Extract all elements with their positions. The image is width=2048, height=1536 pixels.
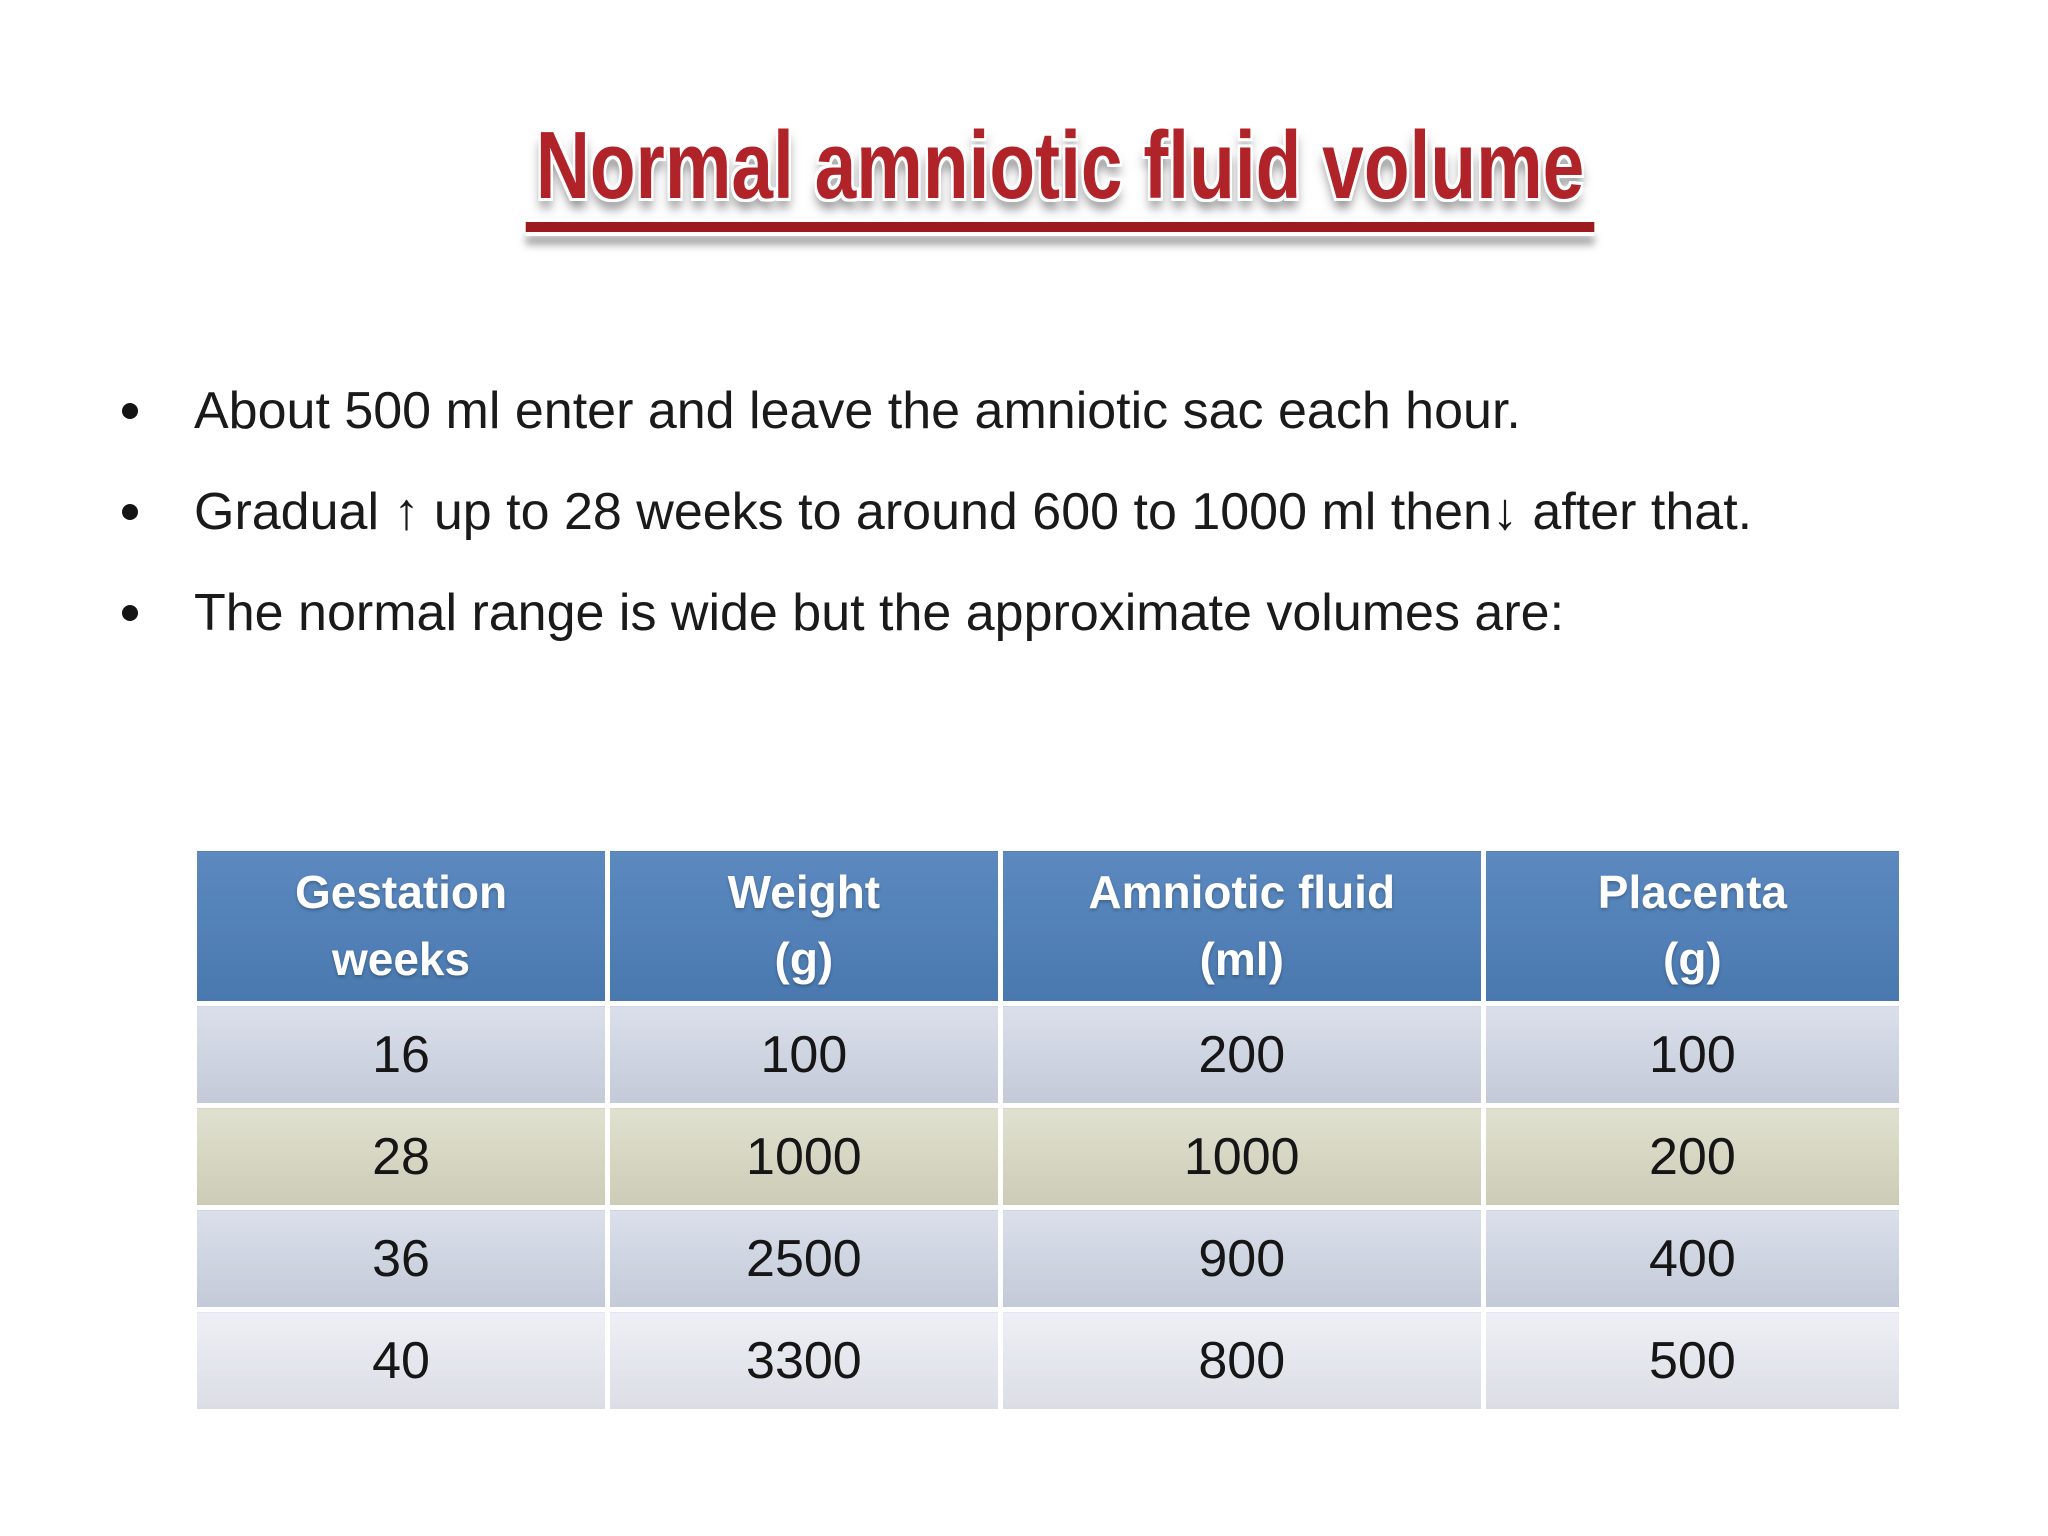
header-line: (g): [774, 933, 834, 985]
table-cell: 1000: [605, 1103, 1003, 1210]
col-header-gestation-weeks: Gestation weeks: [191, 846, 611, 1006]
page-title: Normal amniotic fluid volume: [535, 112, 1585, 219]
table-cell: 16: [191, 1001, 611, 1108]
table-cell: 28: [191, 1103, 611, 1210]
table-cell: 100: [605, 1001, 1003, 1108]
table-cell: 2500: [605, 1205, 1003, 1312]
table-row: 16 100 200 100: [191, 1001, 1905, 1108]
table-cell: 100: [1480, 1001, 1905, 1108]
header-line: Weight: [727, 866, 881, 919]
table-cell: 1000: [997, 1103, 1486, 1210]
bullet-text: Gradual ↑ up to 28 weeks to around 600 t…: [194, 483, 1753, 541]
header-line: weeks: [331, 933, 471, 985]
header-line: (g): [1663, 933, 1722, 985]
title-area: Normal amniotic fluid volume: [36, 112, 2048, 232]
bullet-icon: [122, 504, 138, 520]
amniotic-fluid-table: Gestation weeks Weight (g) Amniotic flui…: [191, 846, 1905, 1414]
table-cell: 400: [1480, 1205, 1905, 1312]
col-header-amniotic-fluid: Amniotic fluid (ml): [997, 846, 1486, 1006]
bullet-text: The normal range is wide but the approxi…: [194, 584, 1565, 642]
list-item: About 500 ml enter and leave the amnioti…: [118, 366, 1758, 457]
table-cell: 200: [1480, 1103, 1905, 1210]
table-cell: 200: [997, 1001, 1486, 1108]
bullet-icon: [122, 403, 138, 419]
table-cell: 3300: [605, 1307, 1003, 1414]
list-item: Gradual ↑ up to 28 weeks to around 600 t…: [118, 467, 1758, 558]
table-row: 28 1000 1000 200: [191, 1103, 1905, 1210]
bullet-icon: [122, 605, 138, 621]
table-cell: 800: [997, 1307, 1486, 1414]
table-cell: 40: [191, 1307, 611, 1414]
title-underline: [525, 221, 1595, 232]
title-block: Normal amniotic fluid volume: [525, 112, 1595, 232]
list-item: The normal range is wide but the approxi…: [118, 568, 1758, 659]
header-line: Gestation: [294, 866, 508, 919]
bullet-list: About 500 ml enter and leave the amnioti…: [118, 366, 1758, 669]
col-header-placenta: Placenta (g): [1480, 846, 1905, 1006]
header-line: (ml): [1199, 933, 1284, 985]
table-row: 36 2500 900 400: [191, 1205, 1905, 1312]
table-cell: 500: [1480, 1307, 1905, 1414]
table-header-row: Gestation weeks Weight (g) Amniotic flui…: [191, 846, 1905, 1006]
table-cell: 900: [997, 1205, 1486, 1312]
header-line: Amniotic fluid: [1088, 866, 1396, 919]
table-row: 40 3300 800 500: [191, 1307, 1905, 1414]
header-line: Placenta: [1597, 866, 1787, 919]
bullet-text: About 500 ml enter and leave the amnioti…: [194, 382, 1521, 440]
table-cell: 36: [191, 1205, 611, 1312]
col-header-weight: Weight (g): [605, 846, 1003, 1006]
